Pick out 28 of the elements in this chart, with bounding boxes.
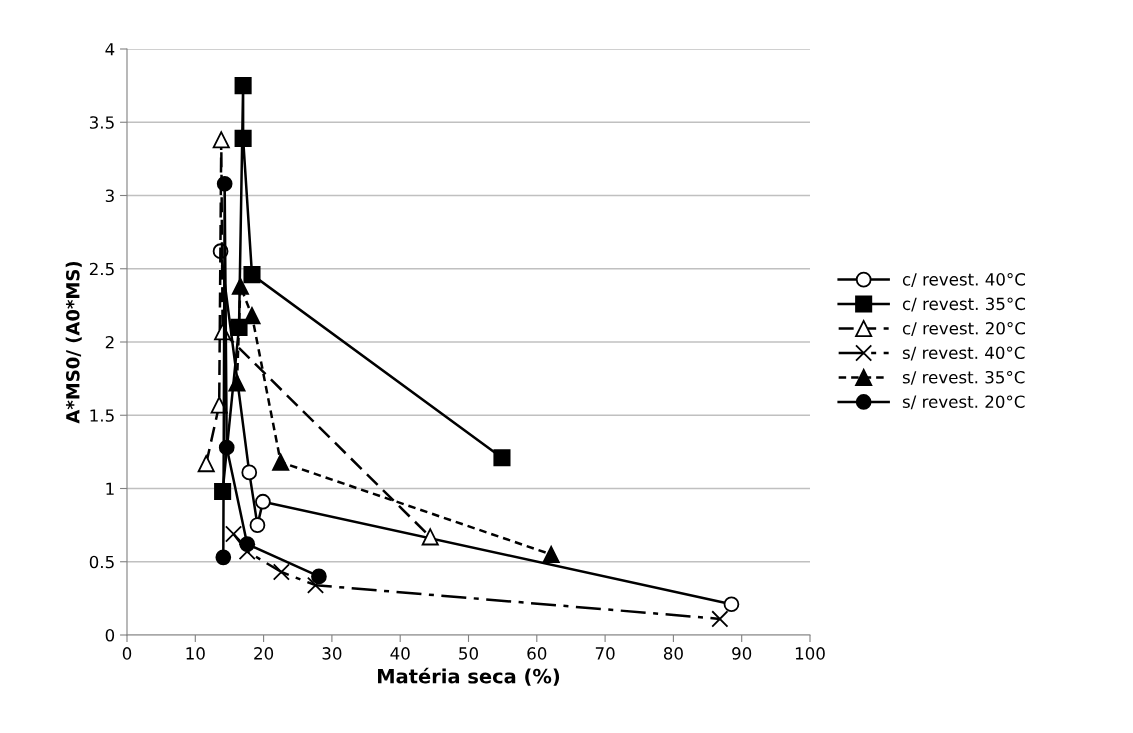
- x-tick-label: 80: [663, 647, 683, 660]
- y-tick-label: 3: [105, 189, 114, 203]
- x-tick-label: 70: [595, 647, 615, 660]
- x-tick-label: 20: [254, 647, 274, 660]
- x-axis-title: Matéria seca (%): [378, 667, 560, 686]
- legend-label: c/ revest. 35°C: [902, 297, 1026, 312]
- legend-label: s/ revest. 35°C: [902, 370, 1025, 385]
- x-tick-label: 40: [390, 647, 410, 660]
- y-tick-label: 2.5: [89, 262, 114, 276]
- x-tick-label: 10: [186, 647, 205, 660]
- legend-label: c/ revest. 40°C: [902, 273, 1026, 287]
- x-tick-label: 90: [732, 647, 752, 660]
- y-tick-label: 1: [106, 482, 114, 495]
- x-tick-label: 50: [459, 647, 478, 660]
- y-tick-label: 2: [105, 335, 114, 349]
- legend-label: s/ revest. 20°C: [902, 395, 1025, 410]
- x-tick-label: 30: [322, 647, 342, 660]
- x-tick-label: 0: [122, 647, 132, 660]
- legend-label: c/ revest. 20°C: [902, 322, 1026, 336]
- x-tick-label: 100: [795, 647, 825, 660]
- y-tick-label: 3.5: [89, 116, 114, 129]
- y-tick-label: 0: [105, 628, 115, 642]
- y-tick-label: 1.5: [90, 409, 114, 422]
- y-tick-label: 0.5: [89, 555, 114, 569]
- legend-label: s/ revest. 40°C: [902, 346, 1025, 361]
- y-tick-label: 4: [105, 43, 115, 56]
- y-axis-title: A*MS0/ (A0*MS): [65, 261, 82, 424]
- x-tick-label: 60: [527, 647, 547, 660]
